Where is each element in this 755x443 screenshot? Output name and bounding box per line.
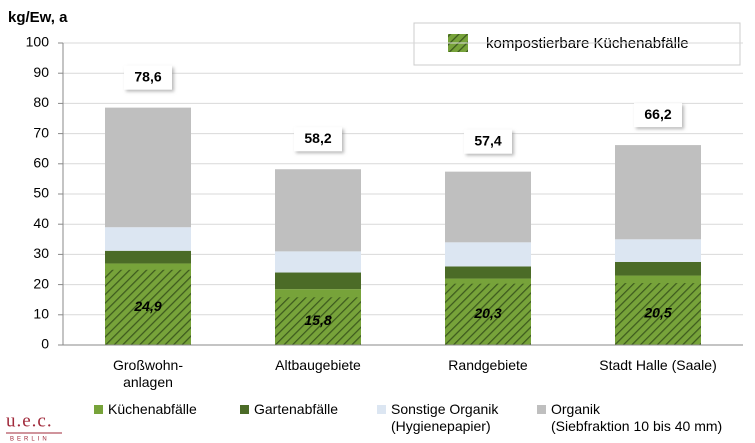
legend-swatch	[94, 405, 103, 414]
logo: u.e.c.	[6, 410, 53, 431]
legend-swatch	[537, 405, 546, 414]
value-label: 20,3	[473, 305, 501, 321]
x-tick-label: Altbaugebiete	[275, 357, 361, 373]
bar-segment	[615, 145, 701, 240]
y-tick-label: 10	[33, 306, 49, 322]
value-label: 24,9	[133, 298, 161, 314]
total-label: 78,6	[134, 68, 161, 84]
y-tick-label: 30	[33, 245, 49, 261]
y-axis-label: kg/Ew, a	[8, 9, 68, 26]
value-label-box	[123, 296, 173, 319]
bar-segment	[445, 242, 531, 267]
y-tick-label: 0	[41, 336, 49, 352]
x-tick-label: Großwohn- anlagen	[112, 357, 184, 390]
y-tick-label: 80	[33, 94, 49, 110]
bar-segment	[275, 251, 361, 273]
value-label-box	[633, 303, 683, 326]
y-tick-label: 90	[33, 64, 49, 80]
legend-label: Sonstige Organik (Hygienepapier)	[391, 401, 499, 434]
x-tick-label: Randgebiete	[448, 357, 528, 373]
y-tick-label: 100	[26, 34, 50, 50]
legend-box	[413, 22, 741, 66]
value-label-box	[463, 303, 513, 326]
bar-segment	[105, 107, 191, 228]
y-tick-label: 70	[33, 124, 49, 140]
value-label-box	[293, 310, 343, 333]
total-label-box	[464, 129, 512, 154]
total-label-box	[634, 103, 682, 128]
bar-segment	[105, 250, 191, 264]
total-label-box	[294, 127, 342, 152]
legend-label: Organik (Siebfraktion 10 bis 40 mm)	[551, 401, 723, 434]
legend-swatch	[240, 405, 249, 414]
legend-label: Küchenabfälle	[108, 401, 197, 417]
total-label: 66,2	[644, 106, 671, 122]
total-label: 57,4	[474, 132, 501, 148]
legend-label: Gartenabfälle	[254, 401, 339, 417]
bar-segment	[445, 266, 531, 279]
y-tick-label: 40	[33, 215, 49, 231]
x-tick-label: Stadt Halle (Saale)	[599, 357, 717, 373]
total-label: 58,2	[304, 130, 331, 146]
bar-segment	[275, 272, 361, 290]
value-label: 20,5	[643, 305, 671, 321]
bar-segment	[275, 169, 361, 252]
total-label-box	[124, 65, 172, 90]
y-tick-label: 50	[33, 185, 49, 201]
value-label: 15,8	[304, 312, 331, 328]
logo-sub: BERLIN	[10, 437, 50, 443]
bar-segment	[105, 227, 191, 251]
bar-segment	[615, 239, 701, 262]
bar-segment	[615, 261, 701, 276]
legend-swatch	[377, 405, 386, 414]
y-tick-label: 20	[33, 275, 49, 291]
bar-segment	[445, 171, 531, 243]
y-tick-label: 60	[33, 155, 49, 171]
